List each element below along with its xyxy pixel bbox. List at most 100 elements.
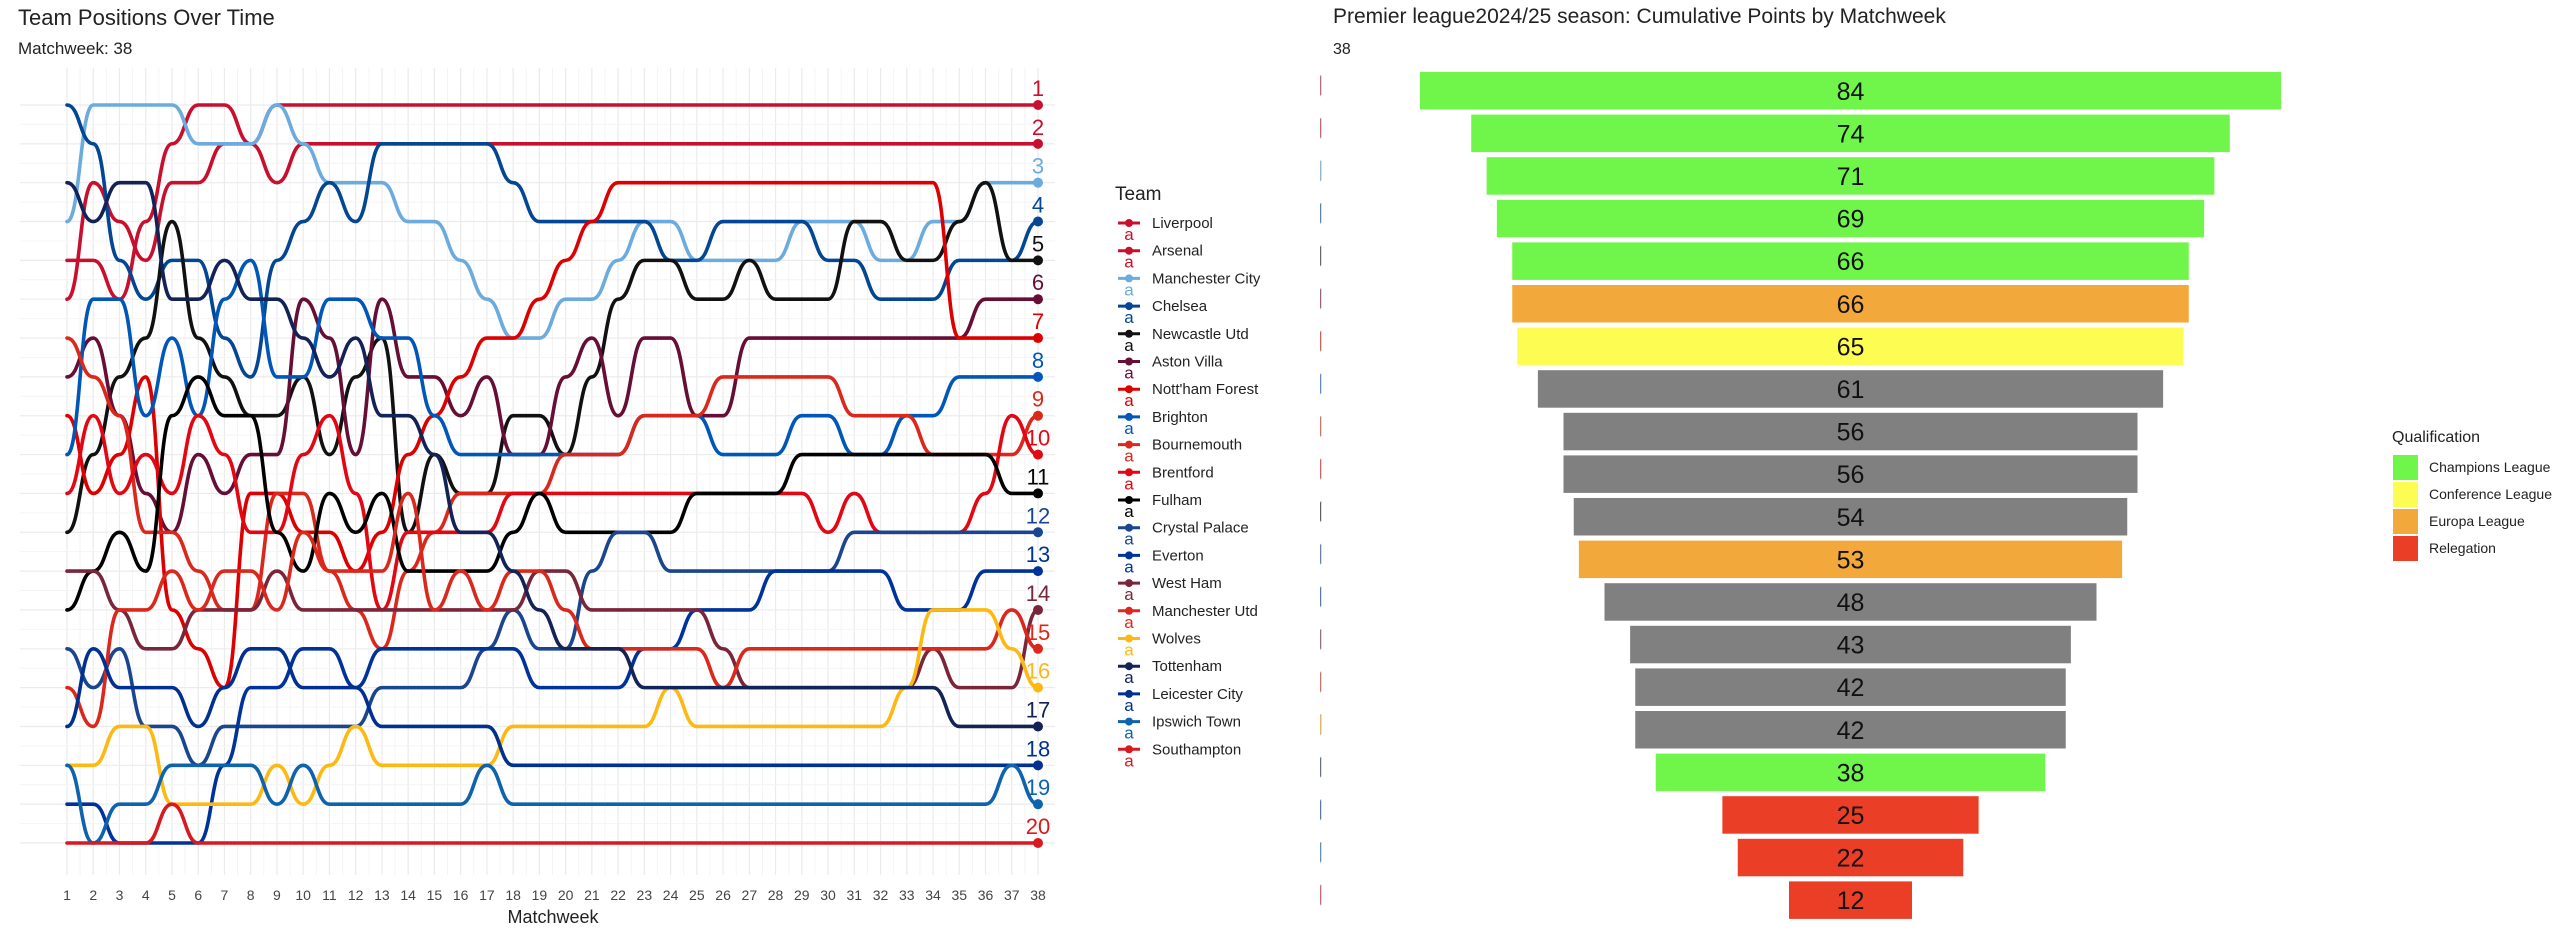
x-tick-label: 22 [610, 887, 626, 903]
x-tick-label: 33 [899, 887, 915, 903]
x-tick-label: 25 [689, 887, 705, 903]
qualification-legend-label: Champions League [2429, 459, 2551, 475]
legend-point-key [1125, 634, 1133, 643]
points-bar-everton [1604, 583, 2097, 621]
legend-point-key [1125, 412, 1133, 421]
legend-point-key [1125, 329, 1133, 338]
series-end-point-ipswich-town [1033, 799, 1043, 810]
club-badges [1320, 75, 1322, 906]
legend-glyph-key: a [1124, 585, 1134, 604]
points-bar-ipswich-town [1737, 838, 1964, 877]
series-end-point-bournemouth [1033, 410, 1043, 421]
legend-point-key [1125, 689, 1133, 698]
x-tick-label: 14 [400, 887, 416, 903]
club-crest-shield [1320, 884, 1322, 906]
legend-label: Brentford [1152, 464, 1214, 481]
legend-item-leicester-city: a Leicester City [1118, 686, 1243, 715]
qualification-legend-swatch [2393, 509, 2418, 534]
positions-chart: Team Positions Over Time Matchweek: 38 1… [18, 5, 1261, 927]
club-crest-shield [1320, 671, 1322, 693]
x-tick-label: 31 [847, 887, 863, 903]
x-tick-label: 16 [453, 887, 469, 903]
series-end-point-aston-villa [1033, 294, 1043, 305]
x-tick-label: 27 [742, 887, 758, 903]
legend-point-key [1125, 606, 1133, 615]
legend-point-key [1125, 579, 1133, 588]
final-position-label: 7 [1032, 309, 1044, 334]
series-end-point-leicester-city [1033, 760, 1043, 771]
points-bars: 84 74 71 69 66 66 65 61 56 56 54 53 48 43 42 42 38 25 22 12 [1420, 72, 2281, 919]
points-bar-nott-ham-forest [1517, 327, 2184, 366]
legend-label: Aston Villa [1152, 354, 1223, 371]
series-end-point-newcastle-utd [1033, 255, 1043, 266]
legend-item-bournemouth: a Bournemouth [1118, 437, 1242, 466]
x-tick-label: 29 [794, 887, 810, 903]
final-position-label: 11 [1027, 464, 1050, 489]
legend-glyph-key: a [1124, 530, 1134, 549]
legend-item-aston-villa: a Aston Villa [1118, 354, 1223, 383]
x-tick-label: 4 [142, 887, 150, 903]
points-bar-wolves [1635, 711, 2066, 749]
club-crest-brentford [1320, 458, 1322, 480]
legend-point-key [1125, 385, 1133, 394]
points-value-label: 42 [1837, 674, 1865, 702]
points-bar-west-ham [1630, 625, 2071, 664]
series-end-point-manchester-city [1033, 177, 1043, 188]
points-value-label: 56 [1837, 461, 1865, 489]
points-value-label: 84 [1837, 78, 1865, 106]
points-bar-aston-villa [1512, 285, 2189, 323]
club-crest-wolves [1320, 714, 1322, 736]
x-tick-label: 3 [116, 887, 124, 903]
club-crest-southampton [1320, 884, 1322, 906]
club-crest-shield [1320, 756, 1322, 779]
final-position-label: 12 [1026, 503, 1050, 528]
qualification-legend-swatch [2393, 482, 2418, 507]
club-crest-shield [1320, 373, 1322, 395]
legend-point-key [1125, 440, 1133, 449]
legend-item-west-ham: a West Ham [1118, 575, 1222, 604]
series-line-newcastle-utd [65, 180, 1040, 535]
legend-label: Crystal Palace [1152, 520, 1249, 537]
final-position-label: 17 [1026, 697, 1050, 722]
legend-label: Everton [1152, 547, 1204, 564]
legend-glyph-key: a [1124, 253, 1134, 272]
points-bar-southampton [1789, 881, 1912, 919]
legend-item-tottenham: a Tottenham [1118, 658, 1222, 687]
x-tick-label: 2 [89, 887, 97, 903]
final-position-label: 4 [1032, 193, 1044, 218]
series-end-point-southampton [1033, 838, 1043, 848]
club-crest-aston-villa [1320, 288, 1322, 310]
legend-point-key [1125, 523, 1133, 532]
final-position-label: 1 [1032, 76, 1044, 101]
points-value-label: 48 [1837, 589, 1865, 617]
legend-glyph-key: a [1124, 641, 1134, 660]
points-bar-manchester-city [1486, 157, 2215, 195]
legend-item-liverpool: a Liverpool [1118, 215, 1213, 244]
series-line-crystal-palace [65, 530, 1040, 768]
legend-label: Leicester City [1152, 686, 1243, 703]
club-crest-nott-ham-forest [1320, 330, 1322, 353]
series-line-fulham [65, 375, 1040, 612]
legend-item-newcastle-utd: a Newcastle Utd [1118, 326, 1249, 355]
legend-glyph-key: a [1124, 474, 1134, 493]
series-line-tottenham [65, 180, 1040, 729]
x-tick-label: 17 [479, 887, 495, 903]
legend-label: West Ham [1152, 575, 1222, 592]
legend-point-key [1125, 717, 1133, 726]
x-tick-label: 34 [925, 887, 941, 903]
qualification-legend-item-europa-league: Europa League [2393, 509, 2525, 534]
x-tick-label: 7 [221, 887, 229, 903]
points-value-label: 69 [1837, 206, 1865, 234]
points-bar-chelsea [1496, 199, 2205, 238]
x-tick-label: 21 [584, 887, 600, 903]
x-tick-label: 8 [247, 887, 255, 903]
final-position-label: 6 [1032, 270, 1044, 295]
positions-x-ticks: 1 2 3 4 5 6 7 8 9 10 11 12 13 14 15 16 17 18 19 20 21 22 23 24 2… [63, 887, 1046, 903]
x-tick-label: 28 [768, 887, 784, 903]
x-tick-label: 10 [295, 887, 311, 903]
positions-chart-title: Team Positions Over Time [18, 5, 275, 30]
qualification-legend-swatch [2393, 536, 2418, 561]
qualification-legend-swatch [2393, 455, 2418, 480]
points-value-label: 61 [1837, 376, 1865, 404]
points-bar-brentford [1563, 455, 2138, 493]
